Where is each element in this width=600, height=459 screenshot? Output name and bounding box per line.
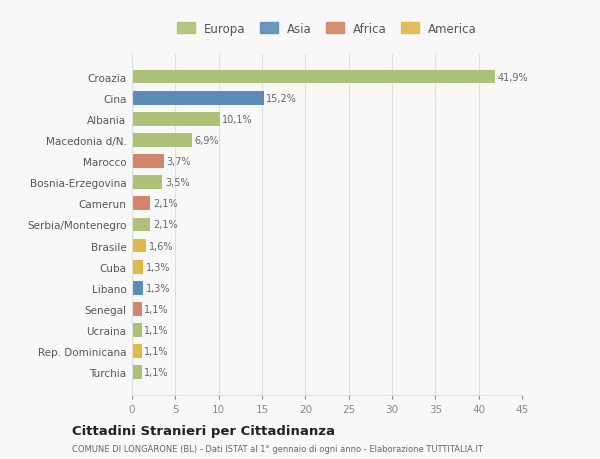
Text: 1,3%: 1,3% <box>146 262 170 272</box>
Text: 3,5%: 3,5% <box>165 178 190 188</box>
Bar <box>132 112 220 126</box>
Text: 3,7%: 3,7% <box>167 157 191 167</box>
Bar <box>132 176 163 190</box>
Text: 6,9%: 6,9% <box>194 135 219 146</box>
Text: 1,1%: 1,1% <box>144 347 169 356</box>
Bar <box>132 239 146 253</box>
Bar <box>132 324 142 337</box>
Text: 15,2%: 15,2% <box>266 94 297 103</box>
Text: 1,1%: 1,1% <box>144 304 169 314</box>
Text: 2,1%: 2,1% <box>153 199 178 209</box>
Legend: Europa, Asia, Africa, America: Europa, Asia, Africa, America <box>175 20 479 38</box>
Bar <box>132 345 142 358</box>
Text: 1,3%: 1,3% <box>146 283 170 293</box>
Bar <box>132 218 150 232</box>
Bar <box>132 366 142 379</box>
Text: 41,9%: 41,9% <box>498 73 529 82</box>
Bar <box>132 281 143 295</box>
Text: 1,6%: 1,6% <box>148 241 173 251</box>
Bar <box>132 71 495 84</box>
Text: 1,1%: 1,1% <box>144 368 169 377</box>
Text: 1,1%: 1,1% <box>144 325 169 335</box>
Bar <box>132 155 164 168</box>
Text: Cittadini Stranieri per Cittadinanza: Cittadini Stranieri per Cittadinanza <box>72 424 335 437</box>
Bar <box>132 302 142 316</box>
Bar <box>132 134 192 147</box>
Text: 10,1%: 10,1% <box>222 115 253 124</box>
Text: 2,1%: 2,1% <box>153 220 178 230</box>
Bar <box>132 197 150 211</box>
Text: COMUNE DI LONGARONE (BL) - Dati ISTAT al 1° gennaio di ogni anno - Elaborazione : COMUNE DI LONGARONE (BL) - Dati ISTAT al… <box>72 444 483 453</box>
Bar <box>132 260 143 274</box>
Bar <box>132 92 264 105</box>
